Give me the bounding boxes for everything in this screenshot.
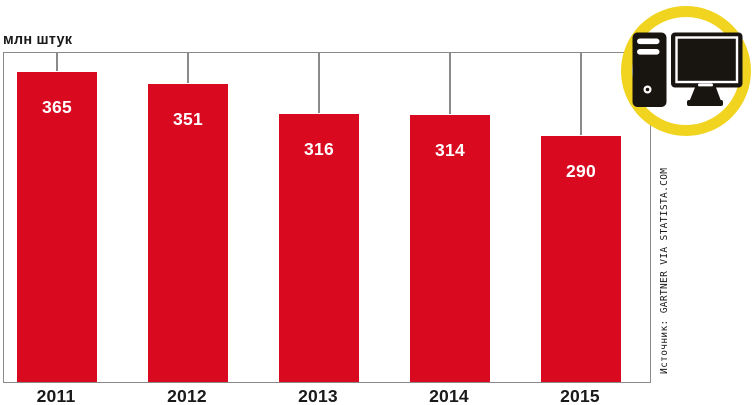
bar-value-label: 314 [434,140,466,160]
unit-axis-label: млн штук [3,32,73,48]
connector-line [318,53,320,113]
source-attribution: Источник: GARTNER VIA STATISTA.COM [659,167,670,374]
bar: 316 [279,114,359,382]
bar: 365 [17,72,97,382]
connector-line [580,53,582,135]
plot-area: 365 351 316 314 290 [3,52,651,383]
bar: 351 [148,84,228,382]
year-label: 2012 [167,386,207,405]
year-label: 2011 [36,386,76,405]
connector-line [187,53,189,83]
bar-value-label: 316 [303,139,335,159]
bar-value-label: 351 [172,109,204,129]
desktop-computer-icon [632,32,743,107]
connector-line [56,53,58,71]
connector-line [449,53,451,114]
year-label: 2013 [298,386,338,405]
year-label: 2015 [560,386,600,405]
bar: 314 [410,115,490,382]
bar-value-label: 290 [565,161,597,181]
bar: 290 [541,136,621,382]
year-label: 2014 [429,386,469,405]
bar-value-label: 365 [41,97,73,117]
